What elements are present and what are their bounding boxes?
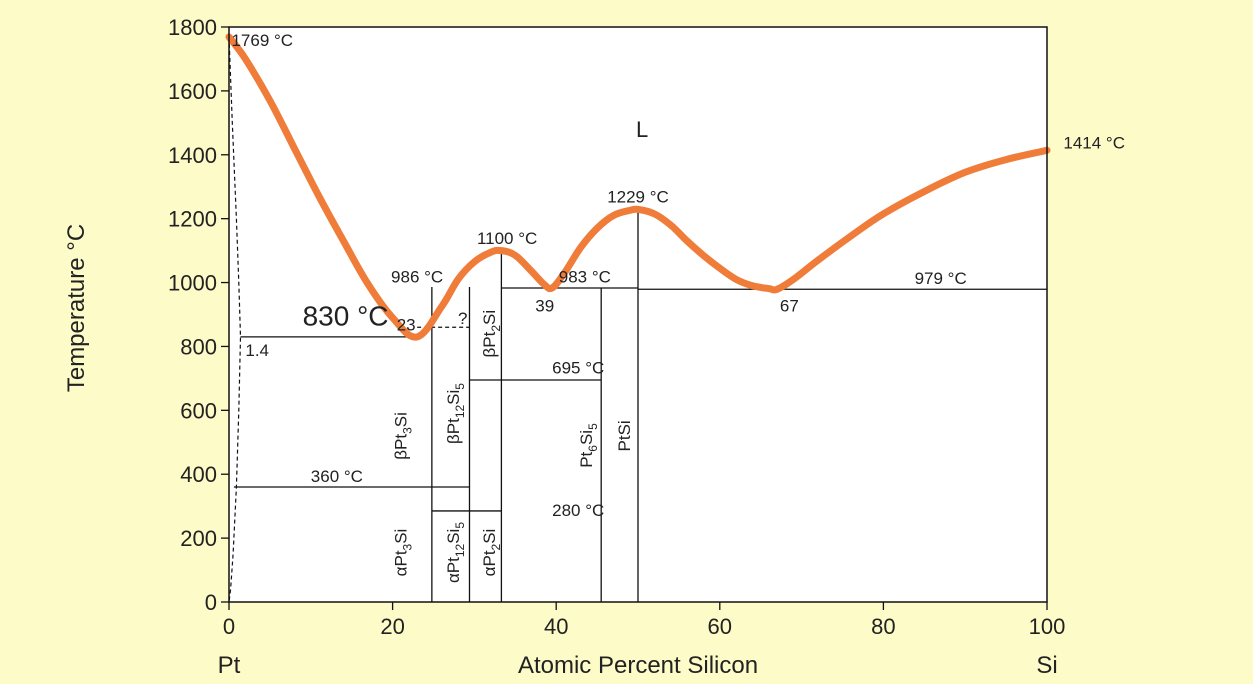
phase-label-part: Si [444,529,463,544]
annotation-peak_1100: 1100 °C [477,229,537,248]
phase-label-apt12si5: αPt12Si5 [444,522,467,583]
y-tick-label: 1000 [168,271,217,296]
y-tick-label: 600 [180,398,217,423]
phase-label-part: 6 [586,445,600,452]
annotation-c_1_4: 1.4 [245,341,269,360]
phase-label-pt6si5: Pt6Si5 [577,423,600,468]
annotation-pt_melt: 1769 °C [231,31,293,50]
x-tick-label: 60 [708,614,732,639]
phase-label-part: 5 [453,383,467,390]
x-tick-label: 100 [1029,614,1066,639]
axes [221,26,1048,610]
phase-label-bpt2si: βPt2Si [480,310,503,358]
x-tick-label: 20 [380,614,404,639]
annotation-peak_1229: 1229 °C [607,188,669,207]
annotation-t_695: 695 °C [552,359,604,378]
annotation-t_986: 986 °C [391,268,443,287]
y-axis-label: Temperature °C [63,224,90,392]
phase-label-part: αPt [444,557,463,583]
x-tick-label: 80 [871,614,895,639]
x-tick-label: 40 [544,614,568,639]
annotation-liquid: L [636,117,648,142]
phase-boundaries [233,209,1047,602]
y-tick-label: 1600 [168,79,217,104]
phase-label-part: 2 [489,543,503,550]
phase-label-part: βPt [480,331,499,357]
y-tick-label: 1400 [168,143,217,168]
annotation-t_983: 983 °C [559,268,611,287]
phase-label-part: 5 [453,522,467,529]
phase-label-apt3si: αPt3Si [392,529,415,577]
liquidus-line [225,33,1051,341]
solvus-curve [228,36,242,603]
y-tick-label: 0 [205,590,217,615]
x-axis-label: Atomic Percent Silicon [518,652,758,679]
phase-label-bpt12si5: βPt12Si5 [444,383,467,444]
phase-label-part: αPt [392,550,411,576]
annotation-q_mark: ? [458,309,467,328]
annotation-c_39: 39 [535,296,554,315]
x-end-label-right: Si [1036,652,1057,679]
phase-label-bpt3si: βPt3Si [392,412,415,460]
x-tick-label: 0 [223,614,235,639]
phase-label-part: 3 [401,543,415,550]
phase-label-part: βPt [444,418,463,444]
phase-label-part: PtSi [615,420,634,451]
annotation-c_67: 67 [780,296,799,315]
plot-frame [228,26,1048,603]
annotation-t_979: 979 °C [915,269,967,288]
y-tick-label: 800 [180,334,217,359]
tick-labels: 0 200 400 600 800 1000 1200 1400 1600 1800 0 20 40 60… [168,15,1065,639]
phase-label-part: Si [392,529,411,544]
y-tick-label: 1800 [168,15,217,40]
phase-label-part: Pt [577,451,596,467]
annotation-c_23: 23 [397,315,416,334]
annotation-eut_830: 830 °C [303,301,389,332]
phase-label-part: Si [392,412,411,427]
y-tick-label: 200 [180,526,217,551]
liquidus-curve [225,33,1051,341]
phase-label-part: 5 [586,423,600,430]
annotations: 1769 °C 1414 °C L 1229 °C 1100 °C 986 °C 983 °… [231,31,1125,520]
x-end-label-left: Pt [218,652,241,679]
y-tick-label: 1200 [168,207,217,232]
phase-label-part: Si [577,430,596,445]
phase-label-part: Si [480,529,499,544]
phase-label-part: αPt [480,550,499,576]
phase-label-part: 12 [453,404,467,418]
y-tick-label: 400 [180,462,217,487]
annotation-t_360: 360 °C [311,467,363,486]
phase-label-part: 2 [489,325,503,332]
phase-label-part: Si [444,390,463,405]
phase-label-part: Si [480,310,499,325]
phase-label-part: βPt [392,434,411,460]
annotation-t_280: 280 °C [552,501,604,520]
solvus-line [228,36,242,603]
phase-label-part: 12 [453,543,467,557]
phase-label-ptsi: PtSi [615,420,634,451]
phase-label-part: 3 [401,427,415,434]
phase-label-apt2si: αPt2Si [480,529,503,577]
annotation-si_melt: 1414 °C [1063,133,1125,152]
